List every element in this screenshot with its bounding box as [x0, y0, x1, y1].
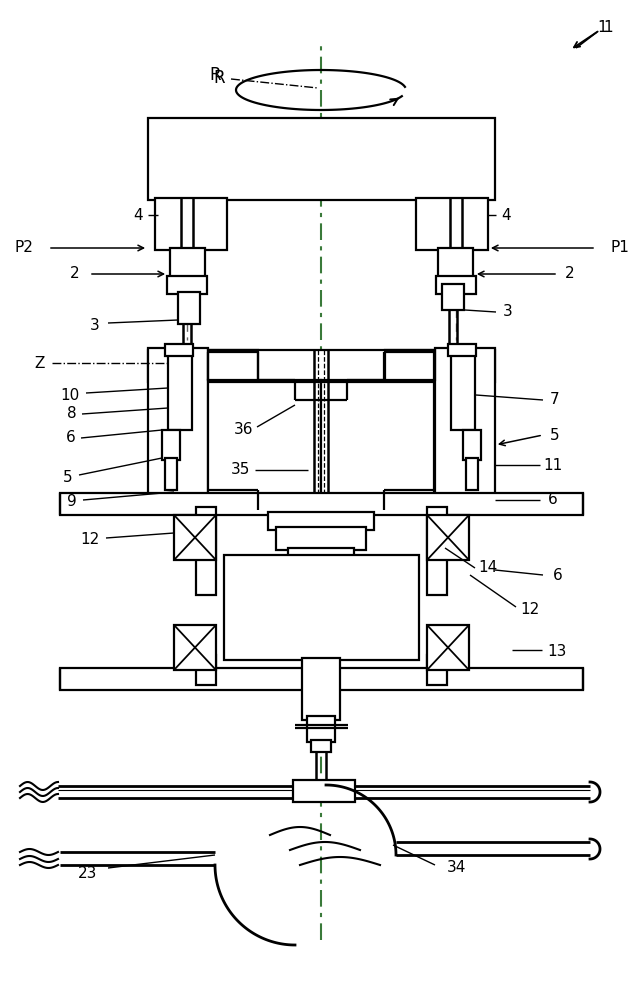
Text: 10: 10	[60, 387, 80, 402]
Bar	[208, 380, 321, 510]
Bar	[196, 507, 216, 595]
Text: 5: 5	[550, 428, 560, 442]
Text: 2: 2	[70, 266, 80, 282]
Bar	[436, 276, 476, 294]
Bar	[60, 493, 583, 515]
Bar	[178, 292, 200, 324]
Bar	[60, 668, 583, 690]
Bar	[174, 515, 216, 560]
Text: P1: P1	[611, 240, 629, 255]
Text: 9: 9	[67, 494, 77, 510]
Bar	[167, 276, 207, 294]
Text: 7: 7	[550, 392, 560, 408]
Text: 2: 2	[565, 266, 575, 282]
Text: 6: 6	[553, 568, 563, 582]
Bar	[174, 625, 216, 670]
Text: 12: 12	[80, 532, 100, 548]
Text: 1: 1	[603, 19, 613, 34]
Bar	[427, 625, 469, 670]
Text: R: R	[213, 69, 225, 87]
Bar	[276, 527, 366, 550]
Bar	[435, 348, 495, 510]
Text: 11: 11	[543, 458, 563, 473]
Text: 14: 14	[478, 560, 498, 576]
Bar	[165, 344, 193, 356]
Bar	[196, 655, 216, 685]
Text: 8: 8	[67, 406, 77, 422]
Text: 34: 34	[446, 860, 466, 876]
Bar	[168, 350, 192, 430]
Text: 13: 13	[547, 645, 566, 660]
Bar	[385, 350, 435, 380]
Bar	[155, 198, 227, 250]
Bar	[463, 430, 481, 460]
Bar	[416, 198, 488, 250]
Bar	[208, 350, 258, 380]
Bar	[427, 655, 447, 685]
Text: 4: 4	[501, 208, 511, 223]
Text: 1: 1	[597, 20, 607, 35]
Text: 35: 35	[230, 462, 249, 478]
Bar	[466, 458, 478, 490]
Text: R: R	[209, 66, 221, 84]
Bar	[307, 716, 335, 742]
Bar	[448, 344, 476, 356]
Text: P2: P2	[15, 240, 33, 255]
Bar	[148, 348, 208, 510]
Bar	[148, 350, 495, 382]
Bar	[302, 658, 340, 720]
Bar	[321, 380, 434, 510]
Text: 23: 23	[78, 865, 98, 880]
Text: 6: 6	[66, 430, 76, 446]
Bar	[438, 248, 473, 280]
Bar	[165, 458, 177, 490]
Text: 6: 6	[548, 492, 558, 508]
Text: 12: 12	[520, 602, 539, 617]
Bar	[442, 284, 464, 310]
Bar	[427, 507, 447, 595]
Bar	[451, 350, 475, 430]
Bar	[293, 780, 355, 802]
Text: Z: Z	[35, 356, 45, 370]
Bar	[224, 555, 419, 660]
Bar	[162, 430, 180, 460]
Text: 3: 3	[90, 318, 100, 332]
Bar	[268, 512, 374, 530]
Text: 5: 5	[63, 470, 73, 485]
Bar	[427, 515, 469, 560]
Text: 3: 3	[503, 304, 513, 320]
Bar	[311, 740, 331, 752]
Bar	[288, 548, 354, 560]
Bar	[148, 118, 495, 200]
Text: 36: 36	[234, 422, 254, 438]
Text: 4: 4	[133, 208, 143, 223]
Bar	[170, 248, 205, 280]
